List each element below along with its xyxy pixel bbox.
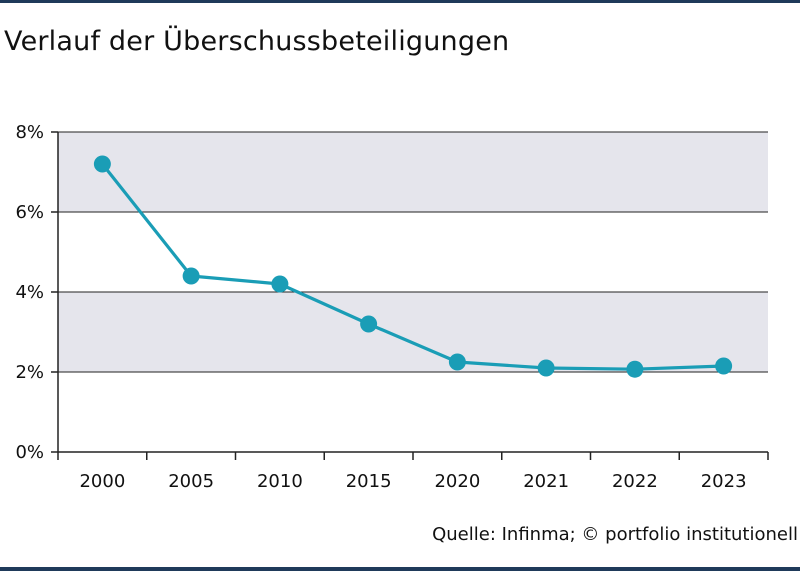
y-tick-labels: 0% 2% 4% 6% 8% [15, 122, 44, 463]
data-point [715, 357, 733, 375]
y-tick-label: 4% [15, 282, 44, 303]
y-tick-label: 6% [15, 202, 44, 223]
x-tick-label: 2022 [612, 471, 658, 492]
data-point [93, 155, 111, 173]
data-point [448, 353, 466, 371]
bottom-rule [0, 567, 800, 571]
x-tick-label: 2021 [523, 471, 569, 492]
top-rule [0, 0, 800, 3]
background-bands [58, 132, 768, 372]
series-line [101, 163, 724, 371]
data-point [271, 275, 289, 293]
y-tick-label: 2% [15, 362, 44, 383]
series-layer [93, 155, 733, 378]
x-tick-label: 2000 [79, 471, 125, 492]
chart-title: Verlauf der Überschussbeteiligungen [4, 26, 510, 57]
x-tick-label: 2010 [257, 471, 303, 492]
x-tick-label: 2015 [346, 471, 392, 492]
x-tick-label: 2020 [434, 471, 480, 492]
axes [51, 131, 769, 460]
gridlines [58, 131, 768, 373]
data-point [626, 360, 644, 378]
y-tick-label: 0% [15, 442, 44, 463]
y-tick-label: 8% [15, 122, 44, 143]
background-band [58, 132, 768, 212]
data-point [360, 315, 378, 333]
x-tick-labels: 2000 2005 2010 2015 2020 2021 2022 2023 [79, 471, 746, 492]
data-point [537, 359, 555, 377]
data-point [182, 267, 200, 285]
source-note: Quelle: Infinma; © portfolio institution… [432, 524, 798, 545]
x-tick-label: 2023 [701, 471, 747, 492]
x-tick-label: 2005 [168, 471, 214, 492]
background-band [58, 292, 768, 372]
